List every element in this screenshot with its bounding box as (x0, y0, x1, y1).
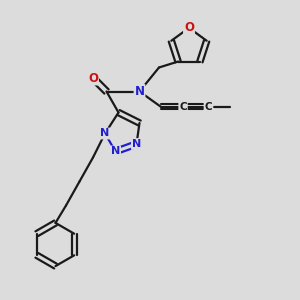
Text: C: C (205, 101, 212, 112)
Text: N: N (111, 146, 120, 157)
Text: N: N (134, 85, 145, 98)
Text: C: C (179, 101, 187, 112)
Text: O: O (184, 21, 194, 34)
Text: O: O (88, 71, 98, 85)
Text: N: N (132, 139, 141, 149)
Text: N: N (100, 128, 109, 139)
